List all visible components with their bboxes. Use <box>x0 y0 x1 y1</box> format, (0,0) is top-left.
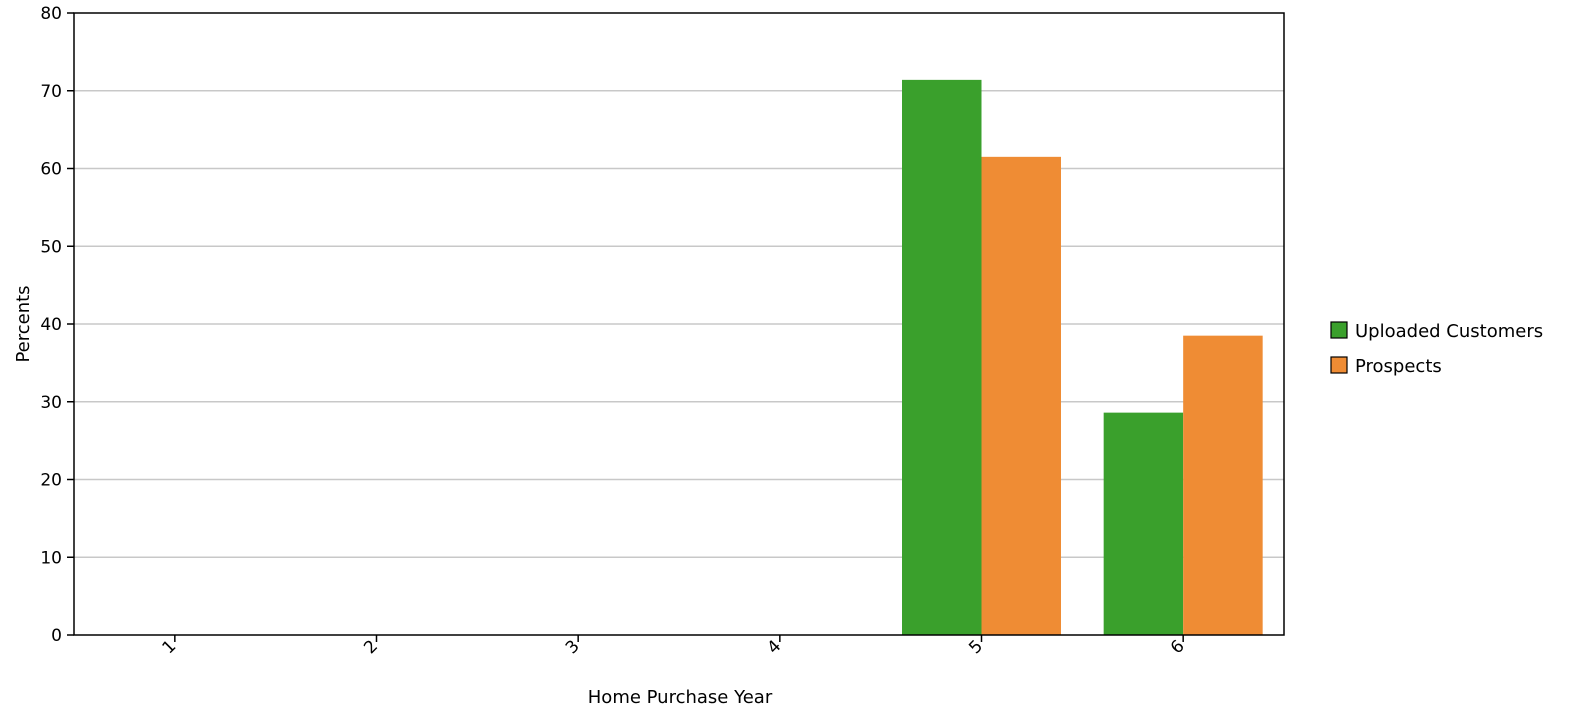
legend: Uploaded Customers Prospects <box>1330 321 1543 377</box>
y-tick-label: 30 <box>40 393 62 413</box>
x-tick-label: 6 <box>1167 636 1189 658</box>
bar-prospects-6 <box>1183 335 1263 635</box>
y-tick-label: 20 <box>40 471 62 491</box>
y-axis-title: Percents <box>13 285 34 362</box>
legend-label: Prospects <box>1355 356 1442 377</box>
y-tick-label: 10 <box>40 548 62 568</box>
y-tick-label: 40 <box>40 315 62 335</box>
bars <box>902 79 1263 636</box>
x-tick-label: 3 <box>562 636 584 658</box>
bar-prospects-5 <box>981 156 1061 635</box>
x-axis-ticks: 1 2 3 4 5 6 <box>159 635 1189 658</box>
y-tick-label: 60 <box>40 160 62 180</box>
y-tick-label: 80 <box>40 4 62 24</box>
y-tick-label: 0 <box>51 626 62 646</box>
legend-swatch <box>1330 356 1348 374</box>
y-tick-label: 50 <box>40 237 62 257</box>
y-axis-ticks: 0 10 20 30 40 50 60 70 80 <box>40 4 74 646</box>
bar-uploaded-customers-5 <box>902 79 982 636</box>
legend-label: Uploaded Customers <box>1355 321 1543 342</box>
x-axis-title: Home Purchase Year <box>588 687 773 708</box>
gridlines <box>74 90 1284 558</box>
bar-uploaded-customers-6 <box>1103 412 1184 635</box>
legend-swatch <box>1330 321 1348 339</box>
y-tick-label: 70 <box>40 82 62 102</box>
x-tick-label: 5 <box>965 636 987 658</box>
x-tick-label: 4 <box>764 636 786 658</box>
x-tick-label: 2 <box>360 636 382 658</box>
x-tick-label: 1 <box>159 636 181 658</box>
